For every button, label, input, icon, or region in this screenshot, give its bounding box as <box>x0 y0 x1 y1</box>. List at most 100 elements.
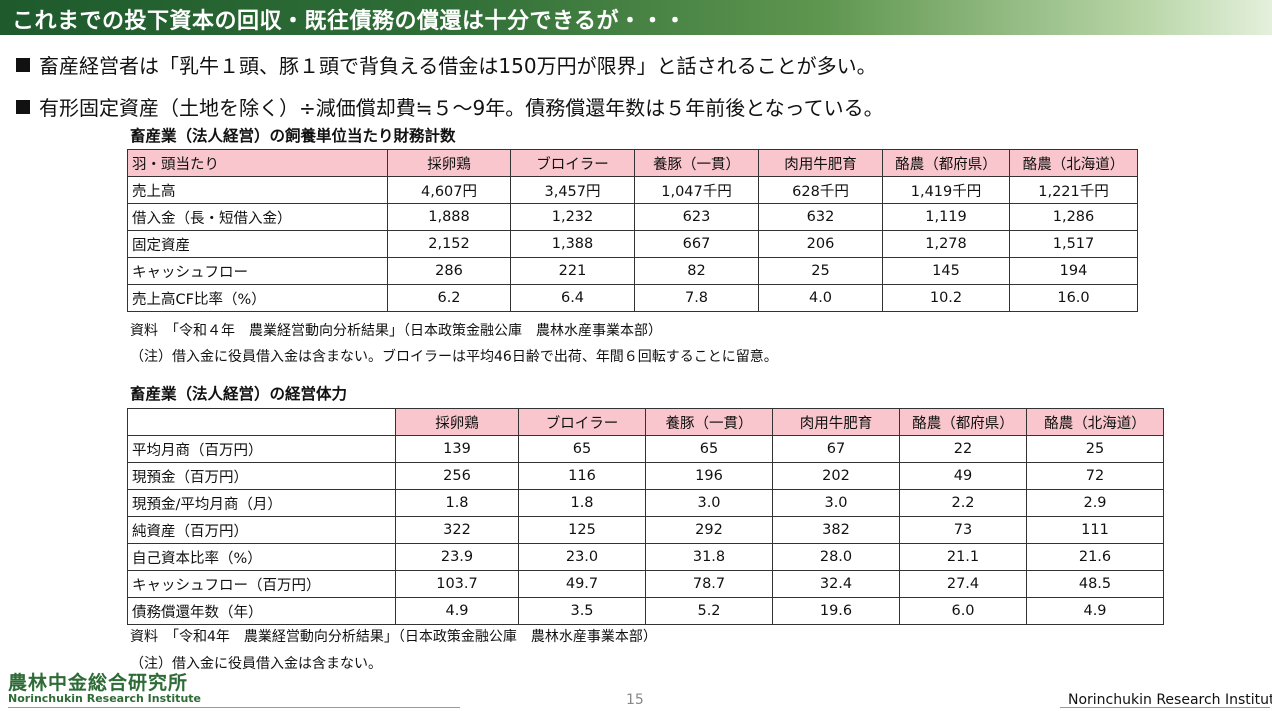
table-cell: 4.9 <box>1026 597 1164 625</box>
table-cell: 1,047千円 <box>634 176 759 204</box>
table-row: 借入金（長・短借入金） 1,888 1,232 623 632 1,119 1,… <box>127 203 1138 231</box>
table-cell: 667 <box>634 230 759 258</box>
table2-source: 資料 「令和4年 農業経営動向分析結果」（日本政策金融公庫 農林水産事業本部） <box>130 629 657 645</box>
table-row: 固定資産 2,152 1,388 667 206 1,278 1,517 <box>127 230 1138 258</box>
table-cell: 1,888 <box>387 203 511 231</box>
table-cell: 21.6 <box>1026 543 1164 571</box>
row-label: 現預金（百万円） <box>127 462 396 490</box>
table-header-row: 採卵鶏 ブロイラー 養豚（一貫） 肉用牛肥育 酪農（都府県） 酪農（北海道） <box>127 408 1164 436</box>
header-cell: 羽・頭当たり <box>127 149 388 177</box>
header-cell: 酪農（北海道） <box>1026 408 1164 436</box>
table-cell: 28.0 <box>772 543 900 571</box>
table-cell: 25 <box>758 257 883 285</box>
bullet-square-icon <box>16 100 30 114</box>
table-row: 平均月商（百万円） 139 65 65 67 22 25 <box>127 435 1164 463</box>
row-label: キャッシュフロー（百万円） <box>127 570 396 598</box>
header-cell: 酪農（都府県） <box>882 149 1010 177</box>
footer-institute: Norinchukin Research Institute <box>1068 692 1272 708</box>
table-row: キャッシュフロー 286 221 82 25 145 194 <box>127 257 1138 285</box>
table-row: キャッシュフロー（百万円） 103.7 49.7 78.7 32.4 27.4 … <box>127 570 1164 598</box>
bullet-square-icon <box>16 58 30 72</box>
table-cell: 23.0 <box>518 543 646 571</box>
footer-divider-right <box>1060 707 1270 708</box>
table-cell: 194 <box>1009 257 1138 285</box>
bullet-2: 有形固定資産（土地を除く）÷減価償却費≒５～9年。債務償還年数は５年前後となって… <box>16 92 884 121</box>
table-cell: 49 <box>899 462 1027 490</box>
table-cell: 25 <box>1026 435 1164 463</box>
row-label: 売上高CF比率（%） <box>127 284 388 312</box>
table2-caption: 畜産業（法人経営）の経営体力 <box>130 385 348 403</box>
table-cell: 6.0 <box>899 597 1027 625</box>
table-cell: 3.0 <box>772 489 900 517</box>
table-cell: 256 <box>395 462 519 490</box>
table-cell: 2.9 <box>1026 489 1164 517</box>
table-cell: 82 <box>634 257 759 285</box>
table-cell: 1.8 <box>395 489 519 517</box>
table-cell: 382 <box>772 516 900 544</box>
header-cell: ブロイラー <box>518 408 646 436</box>
row-label: 固定資産 <box>127 230 388 258</box>
table-cell: 6.2 <box>387 284 511 312</box>
row-label: 純資産（百万円） <box>127 516 396 544</box>
table-cell: 23.9 <box>395 543 519 571</box>
table-cell: 49.7 <box>518 570 646 598</box>
header-cell: 肉用牛肥育 <box>772 408 900 436</box>
table-row: 現預金（百万円） 256 116 196 202 49 72 <box>127 462 1164 490</box>
table-cell: 1,232 <box>510 203 635 231</box>
table-cell: 116 <box>518 462 646 490</box>
header-cell: 養豚（一貫） <box>645 408 773 436</box>
table-cell: 3.5 <box>518 597 646 625</box>
table-cell: 7.8 <box>634 284 759 312</box>
table-cell: 322 <box>395 516 519 544</box>
table-header-row: 羽・頭当たり 採卵鶏 ブロイラー 養豚（一貫） 肉用牛肥育 酪農（都府県） 酪農… <box>127 149 1138 177</box>
table-cell: 139 <box>395 435 519 463</box>
header-cell: 採卵鶏 <box>387 149 511 177</box>
table-cell: 1,517 <box>1009 230 1138 258</box>
financial-ratios-table: 羽・頭当たり 採卵鶏 ブロイラー 養豚（一貫） 肉用牛肥育 酪農（都府県） 酪農… <box>127 149 1138 312</box>
table-cell: 5.2 <box>645 597 773 625</box>
table-cell: 1,278 <box>882 230 1010 258</box>
table-cell: 67 <box>772 435 900 463</box>
table-cell: 1.8 <box>518 489 646 517</box>
table-cell: 125 <box>518 516 646 544</box>
table-cell: 6.4 <box>510 284 635 312</box>
row-label: 借入金（長・短借入金） <box>127 203 388 231</box>
table-cell: 286 <box>387 257 511 285</box>
header-cell: 肉用牛肥育 <box>758 149 883 177</box>
table-cell: 1,119 <box>882 203 1010 231</box>
table1-note: （注）借入金に役員借入金は含まない。ブロイラーは平均46日齢で出荷、年間６回転す… <box>130 349 778 365</box>
company-logo: 農林中金総合研究所 Norinchukin Research Institute <box>8 673 201 705</box>
table-cell: 3.0 <box>645 489 773 517</box>
table-row: 売上高 4,607円 3,457円 1,047千円 628千円 1,419千円 … <box>127 176 1138 204</box>
header-cell: 養豚（一貫） <box>634 149 759 177</box>
table1-source: 資料 「令和４年 農業経営動向分析結果」（日本政策金融公庫 農林水産事業本部） <box>130 323 662 339</box>
logo-japanese: 農林中金総合研究所 <box>8 672 189 694</box>
table-cell: 78.7 <box>645 570 773 598</box>
table-cell: 1,221千円 <box>1009 176 1138 204</box>
footer-divider-left <box>8 707 460 708</box>
table-row: 債務償還年数（年） 4.9 3.5 5.2 19.6 6.0 4.9 <box>127 597 1164 625</box>
table-cell: 16.0 <box>1009 284 1138 312</box>
row-label: 自己資本比率（%） <box>127 543 396 571</box>
table-cell: 1,286 <box>1009 203 1138 231</box>
table-cell: 206 <box>758 230 883 258</box>
title-bar: これまでの投下資本の回収・既往債務の償還は十分できるが・・・ <box>0 0 1272 35</box>
table-cell: 2,152 <box>387 230 511 258</box>
slide-title: これまでの投下資本の回収・既往債務の償還は十分できるが・・・ <box>12 9 687 34</box>
table-cell: 22 <box>899 435 1027 463</box>
table-cell: 65 <box>645 435 773 463</box>
table2-note: （注）借入金に役員借入金は含まない。 <box>130 656 382 672</box>
page-number: 15 <box>626 692 644 708</box>
row-label: 平均月商（百万円） <box>127 435 396 463</box>
bullet-1: 畜産経営者は「乳牛１頭、豚１頭で背負える借金は150万円が限界」と話されることが… <box>16 50 877 79</box>
table-row: 純資産（百万円） 322 125 292 382 73 111 <box>127 516 1164 544</box>
table-cell: 19.6 <box>772 597 900 625</box>
table-cell: 628千円 <box>758 176 883 204</box>
table-cell: 3,457円 <box>510 176 635 204</box>
table-cell: 2.2 <box>899 489 1027 517</box>
table-cell: 292 <box>645 516 773 544</box>
header-cell: 採卵鶏 <box>395 408 519 436</box>
header-cell: 酪農（都府県） <box>899 408 1027 436</box>
table-cell: 4.0 <box>758 284 883 312</box>
row-label: 債務償還年数（年） <box>127 597 396 625</box>
